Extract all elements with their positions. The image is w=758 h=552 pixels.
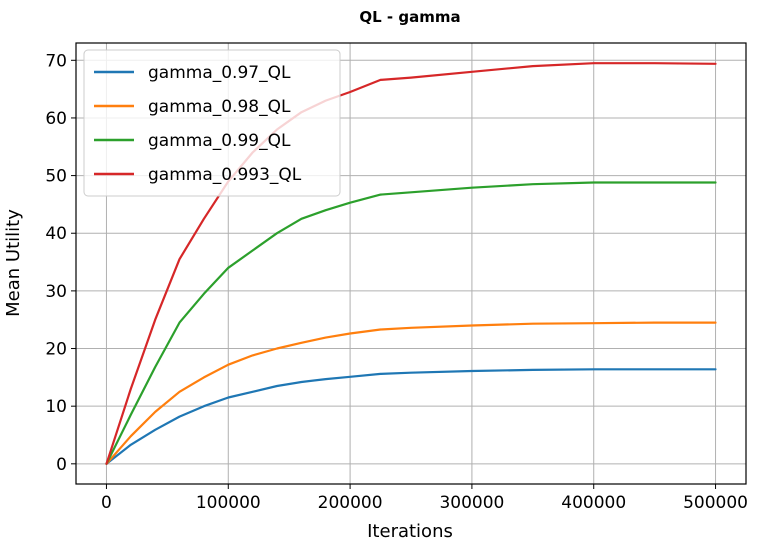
y-tick-label: 50 (45, 167, 67, 187)
series-line-gamma-0-97-ql (105, 368, 717, 465)
x-tick-label: 0 (101, 493, 112, 513)
legend-label: gamma_0.98_QL (148, 97, 291, 117)
plot-frame (75, 42, 747, 485)
legend-label: gamma_0.97_QL (148, 63, 291, 83)
series-line-gamma-0-98-ql (105, 321, 717, 465)
y-tick-label: 20 (45, 340, 67, 360)
axis-ticks: 0 100000 200000 300000 400000 500000 0 10 20 30 40… (45, 51, 748, 513)
x-tick-label: 100000 (196, 493, 261, 513)
y-tick-label: 0 (56, 455, 67, 475)
y-tick-label: 10 (45, 397, 67, 417)
x-tick-label: 500000 (683, 493, 748, 513)
legend-label: gamma_0.993_QL (148, 165, 302, 185)
y-tick-label: 40 (45, 224, 67, 244)
y-tick-label: 30 (45, 282, 67, 302)
series-line-gamma-0-99-ql (105, 181, 717, 465)
x-tick-label: 300000 (439, 493, 504, 513)
x-tick-label: 400000 (561, 493, 626, 513)
x-tick-label: 200000 (318, 493, 383, 513)
legend-box (83, 49, 341, 197)
x-axis-label: Iterations (367, 521, 453, 542)
chart-title: QL - gamma (359, 8, 460, 26)
legend-label: gamma_0.99_QL (148, 131, 291, 151)
y-axis-label: Mean Utility (3, 209, 24, 317)
y-tick-label: 70 (45, 51, 67, 71)
legend: gamma_0.97_QL gamma_0.98_QL gamma_0.99_QLg… (83, 49, 341, 197)
y-tick-label: 60 (45, 109, 67, 129)
